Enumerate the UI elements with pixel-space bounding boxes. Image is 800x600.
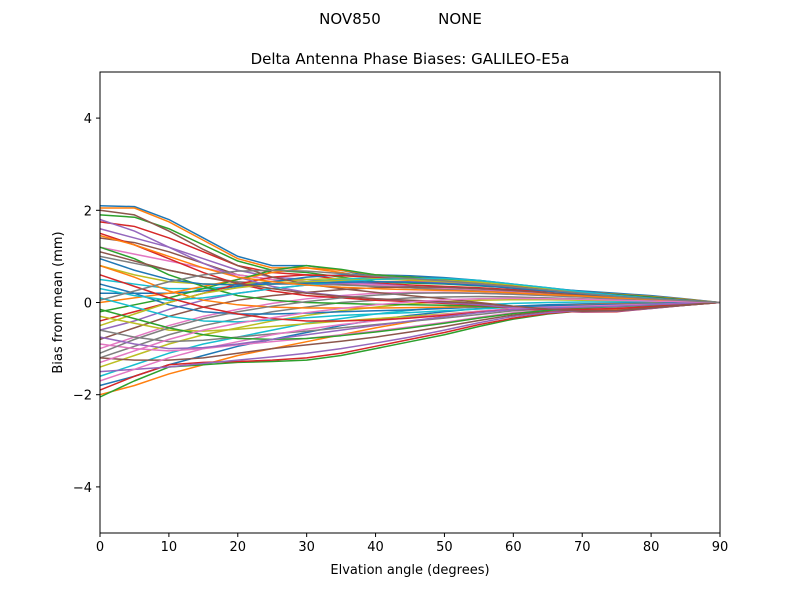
x-tick-label: 30 <box>298 540 315 555</box>
y-axis-ticks: −4 −2 0 2 4 <box>73 112 100 496</box>
x-tick-label: 60 <box>505 540 522 555</box>
series-line-44 <box>99 274 721 322</box>
x-tick-label: 40 <box>367 540 384 555</box>
y-tick-label: 4 <box>84 112 92 127</box>
plot-lines <box>99 204 721 398</box>
x-tick-label: 0 <box>96 540 104 555</box>
x-tick-label: 20 <box>230 540 247 555</box>
x-axis-label: Elvation angle (degrees) <box>330 563 489 578</box>
series-line-47 <box>99 297 721 364</box>
y-tick-label: 2 <box>84 204 92 219</box>
y-tick-label: −4 <box>73 481 92 496</box>
suptitle-radome: NONE <box>438 10 482 28</box>
series-line-21 <box>99 301 720 387</box>
y-tick-label: −2 <box>73 389 92 404</box>
suptitle-antenna: NOV850 <box>319 10 381 28</box>
x-tick-label: 90 <box>712 540 729 555</box>
y-tick-label: 0 <box>84 297 92 312</box>
series-line-31 <box>99 283 721 315</box>
x-tick-label: 80 <box>643 540 660 555</box>
series-line-42 <box>99 234 721 304</box>
series-line-45 <box>99 301 721 350</box>
x-axis-ticks: 0 10 20 30 40 50 60 70 80 90 <box>96 533 728 555</box>
series-line-32 <box>99 264 721 312</box>
chart-title: Delta Antenna Phase Biases: GALILEO-E5a <box>251 50 570 68</box>
series-line-46 <box>99 251 721 312</box>
x-tick-label: 50 <box>436 540 453 555</box>
y-axis-label: Bias from mean (mm) <box>51 231 66 373</box>
series-line-48 <box>99 269 721 304</box>
x-tick-label: 10 <box>161 540 178 555</box>
x-tick-label: 70 <box>574 540 591 555</box>
